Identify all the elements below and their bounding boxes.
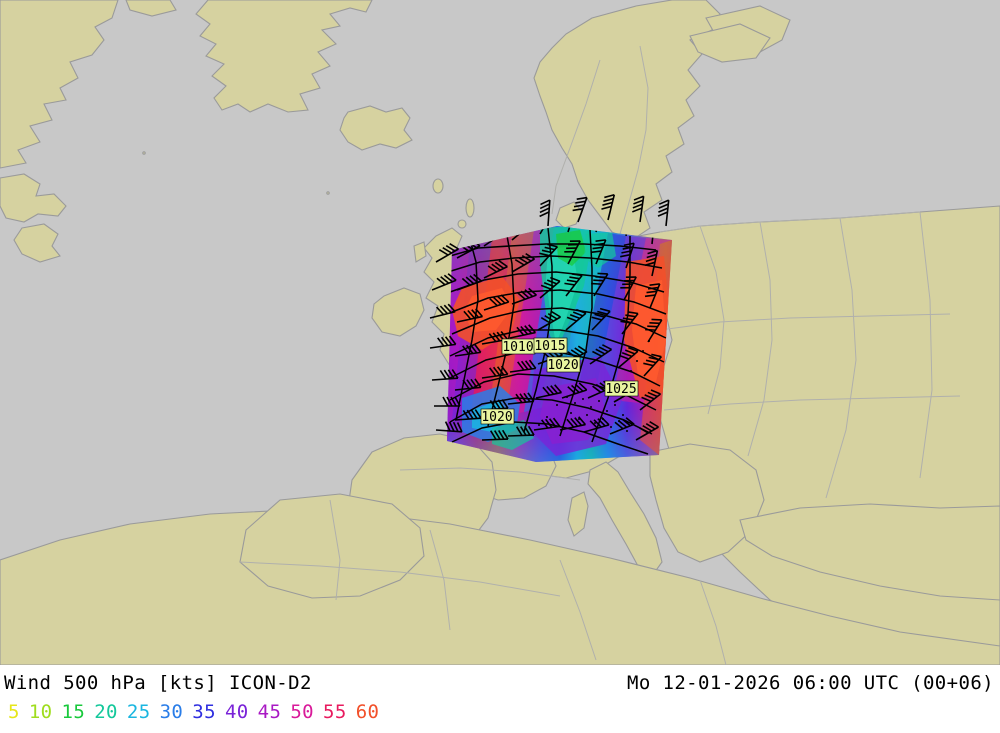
border-layer: [239, 45, 961, 665]
land-baffin-islets: [125, 0, 177, 17]
land-shetland: [465, 198, 475, 218]
terrain-speckle: [538, 340, 650, 432]
land-morocco: [239, 493, 425, 599]
isobar-label-text: 1015: [534, 339, 565, 354]
land-orkney: [457, 219, 467, 229]
legend-tick-45: 45: [257, 701, 282, 723]
legend-tick-30: 30: [159, 701, 184, 723]
isobar-label: 1015: [533, 337, 568, 354]
legend-tick-35: 35: [192, 701, 216, 723]
isobar-label: 1010: [501, 338, 536, 355]
valid-time-label: Mo 12-01-2026 06:00 UTC (00+06): [626, 672, 994, 694]
isobar-label: 1025: [604, 380, 639, 397]
land-speck-2: [326, 191, 330, 195]
legend-tick-25: 25: [126, 701, 151, 723]
isobar-label-text: 1020: [547, 358, 578, 373]
wind-speed-colorbar: 5 10 15 20 25 30 35 40 45 50 55 60: [8, 701, 379, 723]
land-balkans: [649, 443, 765, 563]
land-ireland: [371, 287, 425, 337]
land-newfoundland: [13, 223, 61, 263]
isobar-label-text: 1020: [481, 410, 512, 425]
isobar-label-text: 1010: [502, 340, 533, 355]
land-faroes: [432, 178, 444, 194]
legend-tick-60: 60: [355, 701, 380, 723]
land-greenland: [195, 0, 373, 113]
legend-tick-5: 5: [8, 701, 20, 723]
legend-tick-55: 55: [323, 701, 347, 723]
land-sardinia-corsica: [567, 491, 589, 537]
footer-bar: Wind 500 hPa [kts] ICON-D2 Mo 12-01-2026…: [0, 665, 1000, 733]
legend-tick-20: 20: [94, 701, 118, 723]
map-graphic: 1010 1015 1020 1025 1020: [0, 0, 1000, 665]
product-title: Wind 500 hPa [kts] ICON-D2: [4, 672, 312, 694]
land-labrador: [0, 173, 67, 223]
land-canada: [0, 0, 119, 169]
legend-tick-15: 15: [61, 701, 86, 723]
land-iceland: [339, 105, 413, 151]
landmass-layer: [0, 0, 1000, 665]
model-domain-field[interactable]: [427, 191, 680, 470]
land-hebrides: [413, 241, 427, 263]
land-italy: [587, 461, 663, 577]
isobar-label-text: 1025: [605, 382, 636, 397]
land-denmark: [555, 201, 583, 229]
legend-tick-10: 10: [28, 701, 53, 723]
map-canvas[interactable]: 1010 1015 1020 1025 1020: [0, 0, 1000, 665]
isobar-label: 1020: [546, 356, 581, 373]
land-kola: [689, 23, 771, 63]
land-greece-turkey: [739, 503, 1000, 601]
legend-tick-40: 40: [224, 701, 249, 723]
legend-tick-50: 50: [290, 701, 315, 723]
isobar-label: 1020: [480, 408, 515, 425]
isobar-label-group: 1010 1015 1020 1025 1020: [480, 337, 639, 425]
land-speck-1: [142, 151, 146, 155]
